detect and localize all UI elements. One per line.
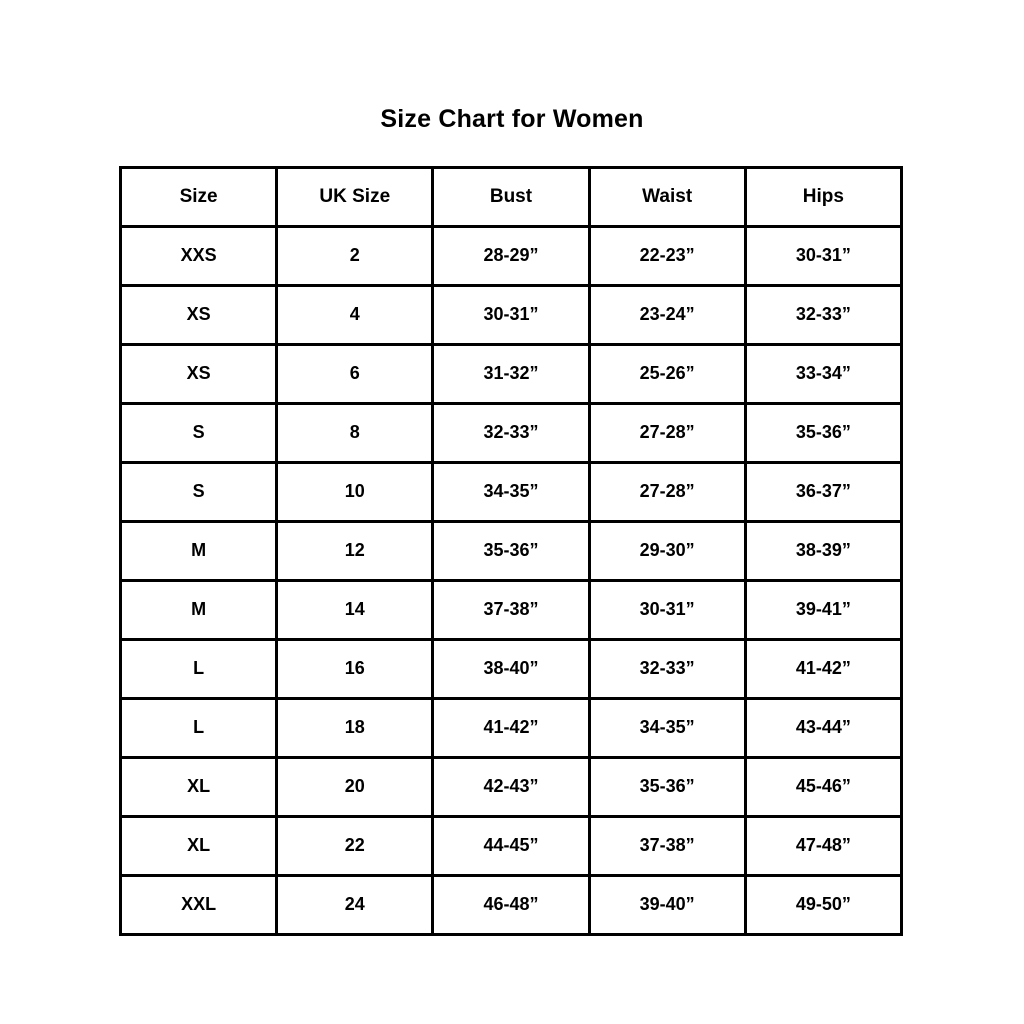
cell-size: XS bbox=[118, 284, 279, 346]
cell-uk-size: 12 bbox=[275, 520, 435, 582]
table-header-row: Size UK Size Bust Waist Hips bbox=[118, 166, 903, 228]
cell-uk-size: 4 bbox=[275, 284, 435, 346]
cell-hips: 35-36” bbox=[743, 402, 903, 464]
cell-hips: 38-39” bbox=[743, 520, 903, 582]
table-row: M 14 37-38” 30-31” 39-41” bbox=[118, 579, 903, 641]
cell-waist: 30-31” bbox=[587, 579, 747, 641]
cell-hips: 30-31” bbox=[743, 225, 903, 287]
cell-size: L bbox=[118, 697, 279, 759]
cell-bust: 31-32” bbox=[431, 343, 591, 405]
cell-bust: 34-35” bbox=[431, 461, 591, 523]
cell-waist: 29-30” bbox=[587, 520, 747, 582]
cell-uk-size: 14 bbox=[275, 579, 435, 641]
column-header-hips: Hips bbox=[743, 166, 903, 228]
cell-bust: 42-43” bbox=[431, 756, 591, 818]
column-header-uk-size: UK Size bbox=[275, 166, 435, 228]
cell-waist: 39-40” bbox=[587, 874, 747, 936]
cell-size: S bbox=[118, 402, 279, 464]
table-body: XXS 2 28-29” 22-23” 30-31” XS 4 30-31” 23-24” 32-… bbox=[118, 225, 903, 936]
cell-size: M bbox=[118, 579, 279, 641]
cell-bust: 46-48” bbox=[431, 874, 591, 936]
cell-size: XL bbox=[118, 815, 279, 877]
cell-size: XL bbox=[118, 756, 279, 818]
cell-uk-size: 2 bbox=[275, 225, 435, 287]
cell-uk-size: 18 bbox=[275, 697, 435, 759]
cell-uk-size: 10 bbox=[275, 461, 435, 523]
cell-hips: 39-41” bbox=[743, 579, 903, 641]
cell-bust: 37-38” bbox=[431, 579, 591, 641]
cell-bust: 30-31” bbox=[431, 284, 591, 346]
cell-waist: 37-38” bbox=[587, 815, 747, 877]
cell-hips: 43-44” bbox=[743, 697, 903, 759]
table-row: XL 22 44-45” 37-38” 47-48” bbox=[118, 815, 903, 877]
cell-hips: 49-50” bbox=[743, 874, 903, 936]
column-header-size: Size bbox=[118, 166, 279, 228]
cell-waist: 35-36” bbox=[587, 756, 747, 818]
column-header-waist: Waist bbox=[587, 166, 747, 228]
cell-waist: 34-35” bbox=[587, 697, 747, 759]
cell-waist: 27-28” bbox=[587, 461, 747, 523]
cell-hips: 33-34” bbox=[743, 343, 903, 405]
cell-hips: 47-48” bbox=[743, 815, 903, 877]
cell-bust: 28-29” bbox=[431, 225, 591, 287]
cell-size: XXS bbox=[118, 225, 279, 287]
table-row: XS 6 31-32” 25-26” 33-34” bbox=[118, 343, 903, 405]
cell-hips: 36-37” bbox=[743, 461, 903, 523]
cell-hips: 45-46” bbox=[743, 756, 903, 818]
cell-uk-size: 22 bbox=[275, 815, 435, 877]
table-row: L 16 38-40” 32-33” 41-42” bbox=[118, 638, 903, 700]
column-header-bust: Bust bbox=[431, 166, 591, 228]
cell-size: L bbox=[118, 638, 279, 700]
cell-bust: 35-36” bbox=[431, 520, 591, 582]
cell-uk-size: 16 bbox=[275, 638, 435, 700]
cell-size: XS bbox=[118, 343, 279, 405]
size-chart-table: Size UK Size Bust Waist Hips XXS 2 28-29” 2… bbox=[118, 166, 903, 936]
cell-waist: 25-26” bbox=[587, 343, 747, 405]
cell-size: S bbox=[118, 461, 279, 523]
table-row: S 8 32-33” 27-28” 35-36” bbox=[118, 402, 903, 464]
table-row: L 18 41-42” 34-35” 43-44” bbox=[118, 697, 903, 759]
table-header: Size UK Size Bust Waist Hips bbox=[118, 166, 903, 228]
cell-size: M bbox=[118, 520, 279, 582]
cell-uk-size: 24 bbox=[275, 874, 435, 936]
cell-waist: 23-24” bbox=[587, 284, 747, 346]
page-title: Size Chart for Women bbox=[380, 105, 644, 133]
cell-uk-size: 8 bbox=[275, 402, 435, 464]
cell-waist: 22-23” bbox=[587, 225, 747, 287]
table-row: XXS 2 28-29” 22-23” 30-31” bbox=[118, 225, 903, 287]
cell-waist: 27-28” bbox=[587, 402, 747, 464]
cell-hips: 32-33” bbox=[743, 284, 903, 346]
table-row: XXL 24 46-48” 39-40” 49-50” bbox=[118, 874, 903, 936]
cell-bust: 32-33” bbox=[431, 402, 591, 464]
cell-hips: 41-42” bbox=[743, 638, 903, 700]
cell-bust: 38-40” bbox=[431, 638, 591, 700]
cell-bust: 41-42” bbox=[431, 697, 591, 759]
table-row: XS 4 30-31” 23-24” 32-33” bbox=[118, 284, 903, 346]
cell-uk-size: 6 bbox=[275, 343, 435, 405]
table-row: XL 20 42-43” 35-36” 45-46” bbox=[118, 756, 903, 818]
cell-uk-size: 20 bbox=[275, 756, 435, 818]
cell-size: XXL bbox=[118, 874, 279, 936]
table-row: S 10 34-35” 27-28” 36-37” bbox=[118, 461, 903, 523]
table-row: M 12 35-36” 29-30” 38-39” bbox=[118, 520, 903, 582]
cell-waist: 32-33” bbox=[587, 638, 747, 700]
cell-bust: 44-45” bbox=[431, 815, 591, 877]
